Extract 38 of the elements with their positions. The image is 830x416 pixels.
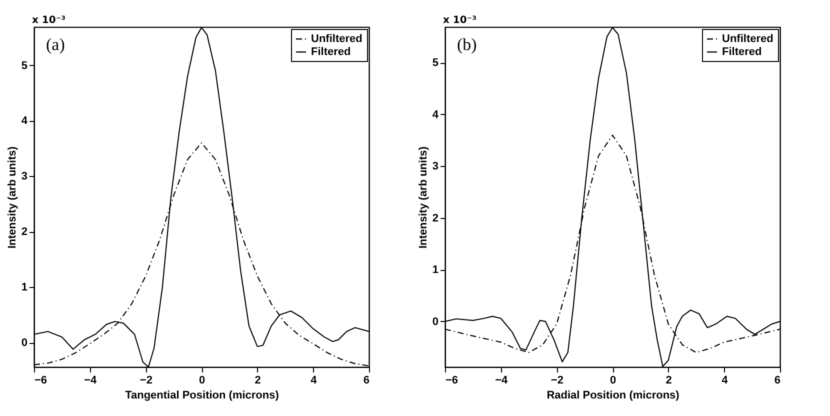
x-tick-label: −2: [140, 374, 152, 386]
x-tick-label: 0: [610, 374, 616, 386]
y-tick-label: 0: [21, 337, 28, 350]
x-tick-label: 4: [722, 374, 729, 386]
x-tick-label: −2: [550, 374, 564, 386]
y-tick-label: 1: [21, 282, 28, 294]
legend-label: Filtered: [311, 46, 351, 58]
legend-label: Unfiltered: [311, 33, 362, 45]
y-tick-label: 5: [21, 60, 28, 72]
y-tick-label: 4: [432, 108, 440, 121]
y-tick-label: 2: [432, 212, 438, 224]
x-tick-label: 6: [774, 374, 780, 386]
y-tick-label: 5: [432, 57, 438, 70]
x-tick-label: 2: [666, 374, 672, 386]
y-tick-label: 0: [432, 316, 438, 328]
text: x 10⁻³: [443, 15, 477, 26]
x-tick-label: 2: [254, 374, 261, 386]
y-tick-label: 3: [21, 170, 28, 183]
y-tick-label: 3: [432, 160, 438, 173]
y-axis-title: Intensity (arb units): [417, 146, 430, 249]
y-tick-label: 4: [21, 115, 28, 128]
legend-label: Filtered: [722, 46, 762, 58]
x-tick-label: 6: [363, 374, 370, 386]
y-axis-title: Intensity (arb units): [6, 146, 18, 249]
x-tick-label: −4: [84, 374, 98, 386]
x-axis-title: Radial Position (microns): [546, 390, 680, 402]
x-tick-label: 0: [198, 374, 206, 386]
y-tick-label: 1: [432, 264, 438, 276]
x-tick-label: −4: [495, 374, 508, 386]
text: x 10⁻³: [32, 15, 66, 26]
annotation: (a): [46, 35, 65, 54]
x-tick-label: −6: [34, 374, 48, 386]
x-axis-title: Tangential Position (microns): [125, 390, 280, 402]
legend-label: Unfiltered: [722, 33, 774, 45]
x-tick-label: 4: [310, 374, 318, 386]
annotation: (b): [457, 35, 477, 54]
x-tick-label: −6: [446, 374, 458, 386]
y-tick-label: 2: [21, 226, 28, 238]
